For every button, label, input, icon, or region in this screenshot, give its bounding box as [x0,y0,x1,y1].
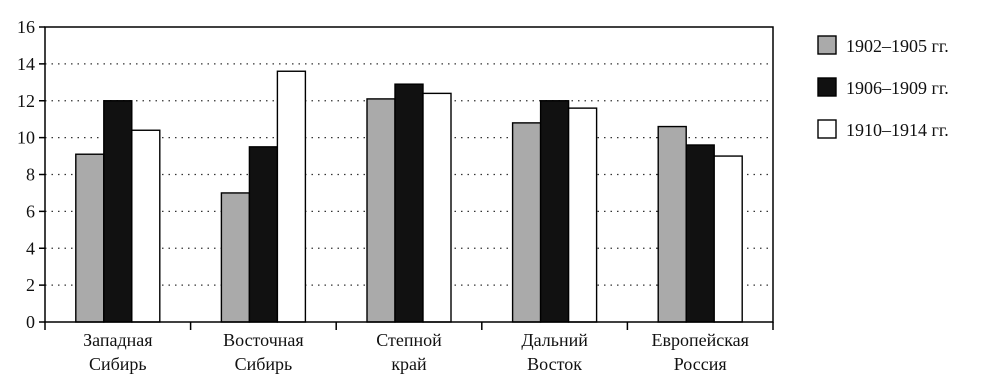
category-label-5-line-2: Россия [674,354,727,374]
y-tick-label-2: 2 [26,275,35,295]
bar-series-3-cat-4 [567,107,598,323]
bar-series-1-cat-4 [511,122,542,323]
y-tick-label-10: 10 [17,128,35,148]
bar-series-2-cat-2 [248,146,279,323]
y-tick-label-4: 4 [26,238,35,258]
legend: 1902–1905 гг. 1906–1909 гг. 1910–1914 гг. [817,35,949,140]
y-tick-label-14: 14 [17,54,35,74]
y-tick-label-6: 6 [26,201,35,221]
y-tick-label-16: 16 [17,17,35,37]
bar-series-2-cat-1 [103,100,133,323]
legend-swatch-3 [817,119,837,139]
bar-series-1-cat-2 [220,192,251,323]
category-label-5-line-1: Европейская [651,330,748,350]
legend-swatch-2 [817,77,837,97]
bar-series-2-cat-4 [539,100,570,323]
legend-swatch-1 [817,35,837,55]
y-tick-label-0: 0 [26,312,35,332]
category-label-3-line-2: край [391,354,427,374]
category-label-2-line-1: Восточная [223,330,304,350]
bar-series-3-cat-1 [131,129,161,323]
category-labels: Западная Сибирь Восточная Сибирь Степной край… [83,330,749,374]
legend-label-1: 1902–1905 гг. [846,36,949,56]
axes [39,26,774,330]
y-tick-label-12: 12 [17,91,35,111]
y-tick-label-8: 8 [26,165,35,185]
bar-series-2-cat-5 [685,144,715,323]
y-tick-labels: 0 2 4 6 8 10 12 14 16 [17,17,35,332]
bar-series-3-cat-2 [276,70,307,323]
bars [75,70,743,323]
bar-series-3-cat-3 [422,92,452,323]
category-label-3-line-1: Степной [376,330,442,350]
bar-series-1-cat-3 [366,98,396,323]
category-label-1-line-2: Сибирь [89,354,147,374]
bar-series-2-cat-3 [394,83,424,323]
legend-label-2: 1906–1909 гг. [846,78,949,98]
category-label-1-line-1: Западная [83,330,152,350]
bar-series-1-cat-1 [75,153,105,323]
category-label-2-line-2: Сибирь [235,354,293,374]
category-label-4-line-1: Дальний [521,330,588,350]
category-label-4-line-2: Восток [527,354,582,374]
bar-series-3-cat-5 [713,155,743,323]
legend-label-3: 1910–1914 гг. [846,120,949,140]
bar-series-1-cat-5 [657,125,687,323]
